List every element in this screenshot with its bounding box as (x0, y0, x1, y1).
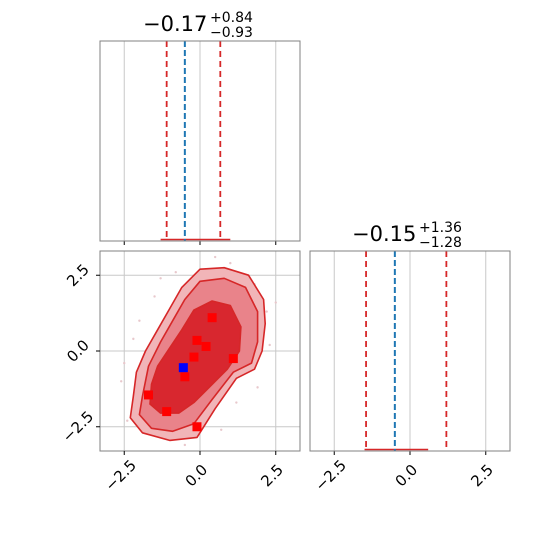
sample-marker (207, 313, 217, 323)
background-sample (123, 361, 126, 365)
background-sample (220, 428, 223, 431)
sample-marker (180, 372, 190, 382)
background-sample (265, 310, 268, 313)
background-sample (183, 443, 187, 447)
bottom-right-title-plus: +1.36 (419, 220, 462, 236)
bottom-right-title: −0.15 +1.36 −1.28 (352, 220, 462, 251)
background-sample (120, 380, 123, 383)
x-tick-label: 2.5 (467, 461, 497, 491)
background-sample (256, 386, 259, 389)
background-sample (213, 255, 217, 259)
top-left-histogram-panel (99, 40, 301, 245)
sample-marker (201, 341, 211, 351)
background-sample (229, 261, 232, 265)
background-sample (159, 277, 162, 280)
background-sample (268, 343, 271, 347)
sample-marker (189, 352, 199, 362)
y-tick-label: 2.5 (63, 260, 93, 290)
background-sample (174, 271, 177, 274)
background-sample (274, 301, 277, 304)
bottom-right-title-minus: −1.28 (419, 235, 462, 251)
background-sample (132, 337, 135, 341)
background-sample (235, 401, 238, 404)
background-sample (126, 419, 129, 422)
contour-plot-area (100, 251, 300, 451)
sample-marker (228, 354, 238, 364)
truth-marker (178, 363, 188, 373)
top-left-title: −0.17 +0.84 −0.93 (143, 10, 253, 41)
top-left-title-plus: +0.84 (210, 10, 253, 26)
y-tick-label: 0.0 (63, 336, 93, 366)
top-left-title-median: −0.17 (143, 12, 207, 36)
x-tick-label: 2.5 (257, 461, 287, 491)
sample-marker (143, 390, 153, 400)
x-tick-label: 0.0 (392, 461, 422, 491)
y-tick-label: −2.5 (59, 408, 97, 446)
x-tick-label: 0.0 (182, 461, 212, 491)
sample-marker (192, 335, 202, 345)
bottom-left-contour-panel: −2.5 0.0 2.5 −2.5 0.0 2.5 (59, 250, 301, 495)
x-tick-label: −2.5 (101, 456, 139, 494)
hist-frame (309, 250, 511, 452)
bottom-right-title-median: −0.15 (352, 222, 416, 246)
background-sample (138, 319, 141, 322)
sample-marker (192, 422, 202, 432)
background-sample (153, 295, 156, 298)
x-tick-label: −2.5 (311, 456, 349, 494)
top-left-title-minus: −0.93 (210, 25, 253, 41)
hist-frame (99, 40, 301, 242)
sample-marker (162, 407, 172, 417)
